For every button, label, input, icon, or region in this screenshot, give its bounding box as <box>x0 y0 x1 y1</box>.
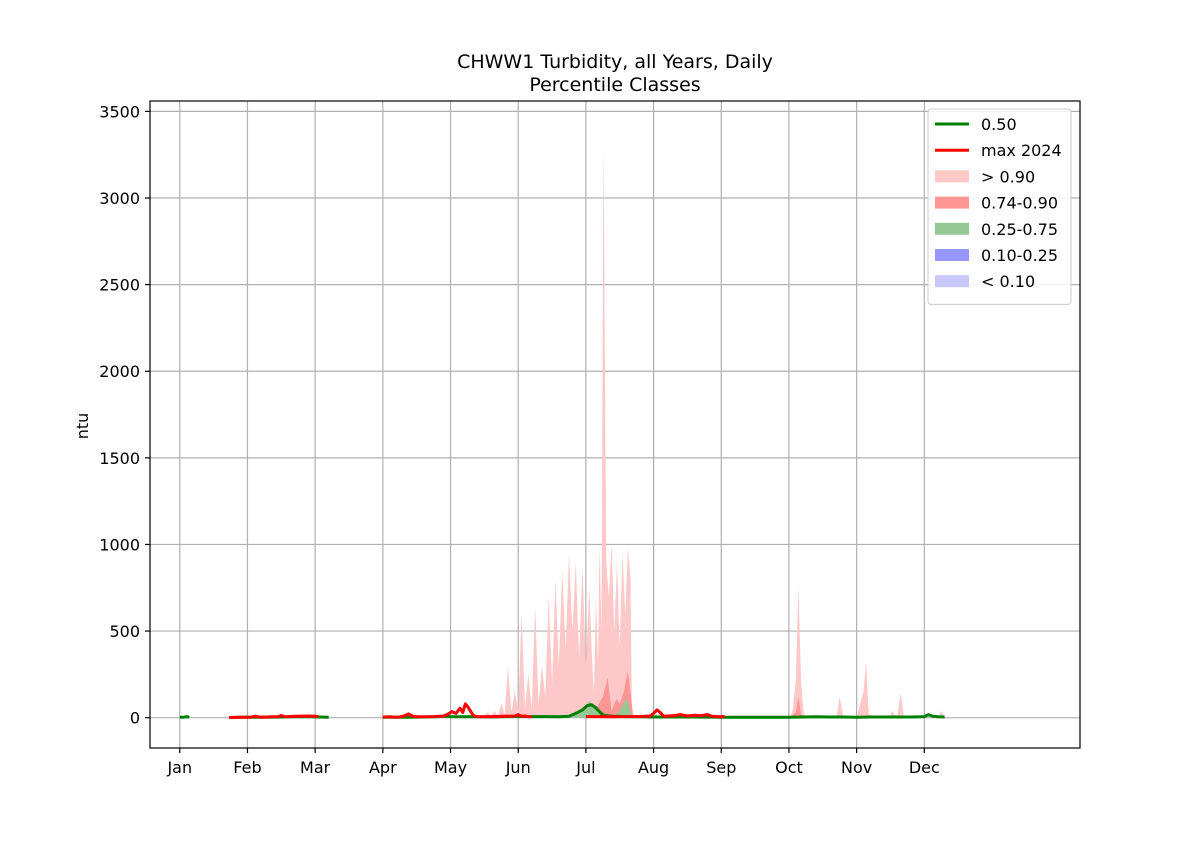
legend-patch-swatch <box>935 275 969 288</box>
y-axis-label: ntu <box>73 413 92 440</box>
y-tick-label: 3000 <box>99 189 140 208</box>
x-tick-label: Aug <box>638 758 669 777</box>
series-line-max2024 <box>229 714 319 719</box>
x-tick-label: Jan <box>166 758 192 777</box>
legend-label: 0.10-0.25 <box>981 246 1058 265</box>
legend-patch-swatch <box>935 222 969 235</box>
legend-patch-swatch <box>935 249 969 261</box>
legend-label: 0.74-0.90 <box>981 194 1058 213</box>
axes: Jan Feb Mar Apr May Jun Jul Aug Sep Oct Nov Dec 0 500… <box>99 100 1081 777</box>
x-tick-label: Dec <box>909 758 940 777</box>
legend-label: < 0.10 <box>981 272 1035 291</box>
y-tick-label: 2500 <box>99 276 140 295</box>
series-group <box>179 137 945 719</box>
y-tick-label: 1000 <box>99 535 140 554</box>
y-tick-label: 2000 <box>99 362 140 381</box>
y-tick-label: 1500 <box>99 449 140 468</box>
area-band-gt90 <box>634 586 945 718</box>
chart-subtitle: Percentile Classes <box>529 74 700 96</box>
legend-label: max 2024 <box>981 141 1062 160</box>
legend-label: > 0.90 <box>981 167 1035 186</box>
plot-area <box>150 101 1080 748</box>
x-tick-label: Mar <box>300 758 331 777</box>
area-band-p74_90 <box>382 670 659 718</box>
plot-frame <box>149 100 1081 749</box>
legend: 0.50 max 2024 > 0.90 0.74-0.90 0.25-0.75 0.10… <box>927 108 1072 305</box>
legend-label: 0.25-0.75 <box>981 220 1058 239</box>
x-tick-label: Jul <box>575 758 595 777</box>
x-tick-label: Sep <box>706 758 736 777</box>
x-tick-label: Oct <box>775 758 803 777</box>
legend-patch-swatch <box>935 196 969 209</box>
chart-title: CHWW1 Turbidity, all Years, Daily <box>457 51 773 73</box>
series-line-median <box>179 715 190 719</box>
x-tick-label: Feb <box>233 758 261 777</box>
series-line-max2024 <box>585 708 725 719</box>
y-tick-label: 3500 <box>99 102 140 121</box>
legend-label: 0.50 <box>981 115 1017 134</box>
y-tick-label: 0 <box>130 709 140 728</box>
x-tick-label: Apr <box>369 758 397 777</box>
x-tick-label: Jun <box>505 758 531 777</box>
x-tick-label: Nov <box>841 758 872 777</box>
y-tick-label: 500 <box>109 622 140 641</box>
x-tick-label: May <box>434 758 467 777</box>
legend-patch-swatch <box>935 170 969 183</box>
series-line-max2024 <box>382 702 532 719</box>
area-band-gt90 <box>382 137 635 718</box>
